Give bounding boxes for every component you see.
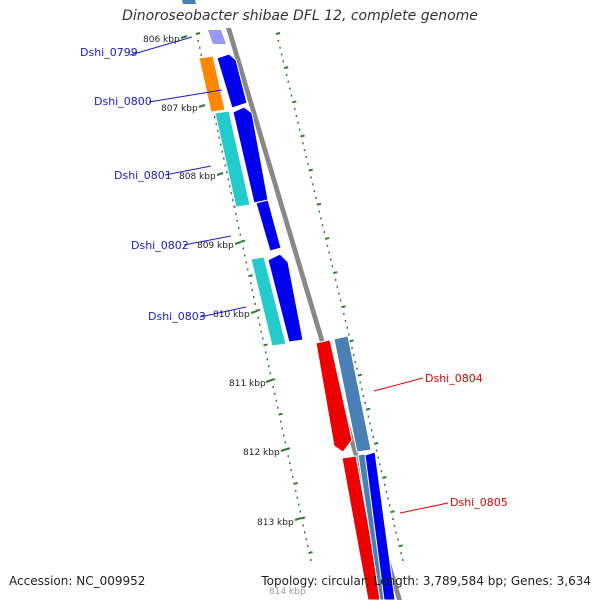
left-tick-mark <box>300 516 306 520</box>
right-tick-ladder <box>275 32 404 561</box>
cds-cyan-2[interactable] <box>250 256 287 347</box>
cds-blue-1[interactable] <box>216 53 248 109</box>
gene-label-dshi-0805[interactable]: Dshi_0805 <box>450 496 508 509</box>
right-tick-mark <box>398 544 403 548</box>
right-tick-mark <box>373 441 379 445</box>
right-tick-mark <box>324 236 330 240</box>
right-tick-mark <box>333 271 338 275</box>
kbp-tick-labels: 806 kbp 807 kbp 808 kbp 809 kbp 810 kbp … <box>143 35 306 597</box>
right-tick-mark <box>357 373 363 377</box>
kbp-major-ticks <box>180 35 302 521</box>
accession-text: Accession: NC_009952 <box>9 574 146 588</box>
right-label-leaders <box>373 377 449 514</box>
kbp-label-809: 809 kbp <box>197 241 234 251</box>
cds-red-1[interactable] <box>315 339 353 453</box>
kbp-label-808: 808 kbp <box>179 172 216 182</box>
left-label-leaders <box>129 36 247 318</box>
gene-label-dshi-0800[interactable]: Dshi_0800 <box>94 95 152 108</box>
kbp-label-813: 813 kbp <box>257 518 294 528</box>
kbp-label-812: 812 kbp <box>243 448 280 458</box>
right-tick-mark <box>275 32 281 35</box>
right-tick-mark <box>349 339 354 343</box>
gene-label-dshi-0803[interactable]: Dshi_0803 <box>148 310 206 323</box>
right-tick-mark <box>300 134 305 138</box>
left-tick-mark <box>248 274 253 278</box>
genome-summary-text: Topology: circular; Length: 3,789,584 bp… <box>261 574 591 588</box>
cds-red-2[interactable] <box>341 455 383 600</box>
cds-blue-4[interactable] <box>267 253 304 343</box>
left-tick-mark <box>293 481 298 485</box>
cds-dshi-0799-fragment[interactable] <box>208 30 226 44</box>
cds-blue-3[interactable] <box>255 199 282 252</box>
cds-blue-2[interactable] <box>232 106 269 204</box>
right-tick-mark <box>292 100 297 104</box>
right-tick-mark <box>382 476 387 479</box>
left-tick-mark <box>278 412 283 416</box>
gene-labels: Dshi_0799 Dshi_0800 Dshi_0801 Dshi_0802 … <box>80 46 508 509</box>
kbp-label-807: 807 kbp <box>161 104 198 114</box>
right-tick-mark <box>283 66 289 70</box>
kbp-label-814: 814 kbp <box>269 587 306 597</box>
right-tick-mark <box>341 305 346 309</box>
left-tick-mark <box>240 239 246 243</box>
right-tick-mark <box>390 510 395 514</box>
cds-cyan-1[interactable] <box>214 110 251 208</box>
cds-track <box>182 0 396 600</box>
left-tick-mark <box>195 32 201 35</box>
cds-orange[interactable] <box>198 55 226 113</box>
gene-label-dshi-0802[interactable]: Dshi_0802 <box>131 239 189 252</box>
right-tick-mark <box>365 407 371 411</box>
kbp-label-810: 810 kbp <box>213 310 250 320</box>
page-title: Dinoroseobacter shibae DFL 12, complete … <box>122 8 478 24</box>
gene-label-dshi-0804[interactable]: Dshi_0804 <box>425 372 483 385</box>
cds-blue-5[interactable] <box>364 451 396 600</box>
gene-label-dshi-0799[interactable]: Dshi_0799 <box>80 46 138 59</box>
kbp-label-806: 806 kbp <box>143 35 180 45</box>
cds-dshi-0799[interactable] <box>182 0 196 4</box>
left-tick-mark <box>308 551 313 555</box>
right-tick-mark <box>308 168 313 172</box>
left-tick-mark <box>263 343 268 347</box>
gene-label-dshi-0801[interactable]: Dshi_0801 <box>114 169 172 182</box>
kbp-label-811: 811 kbp <box>229 379 266 389</box>
cds-steel-1[interactable] <box>333 335 372 453</box>
right-tick-mark <box>316 202 322 206</box>
